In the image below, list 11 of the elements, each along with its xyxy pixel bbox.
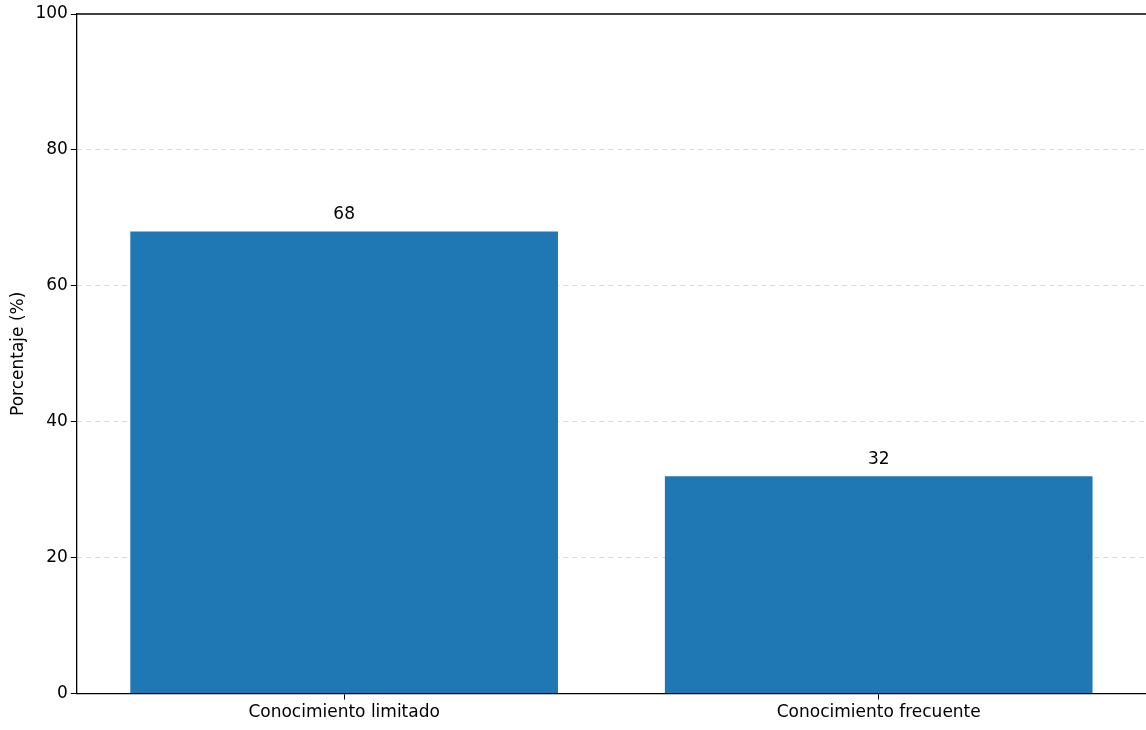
data-label: 68: [333, 203, 355, 224]
y-tick-label: 80: [46, 138, 68, 159]
y-tick-label: 0: [57, 682, 68, 703]
y-tick-label: 40: [46, 410, 68, 431]
y-tick-label: 60: [46, 274, 68, 295]
data-label: 32: [867, 448, 890, 469]
x-tick-label: Conocimiento limitado: [248, 701, 440, 722]
y-axis-title: Porcentaje (%): [6, 291, 27, 416]
y-tick-label: 100: [35, 2, 68, 23]
y-tick-label: 20: [46, 546, 68, 567]
x-tick-label: Conocimiento frecuente: [776, 701, 981, 722]
